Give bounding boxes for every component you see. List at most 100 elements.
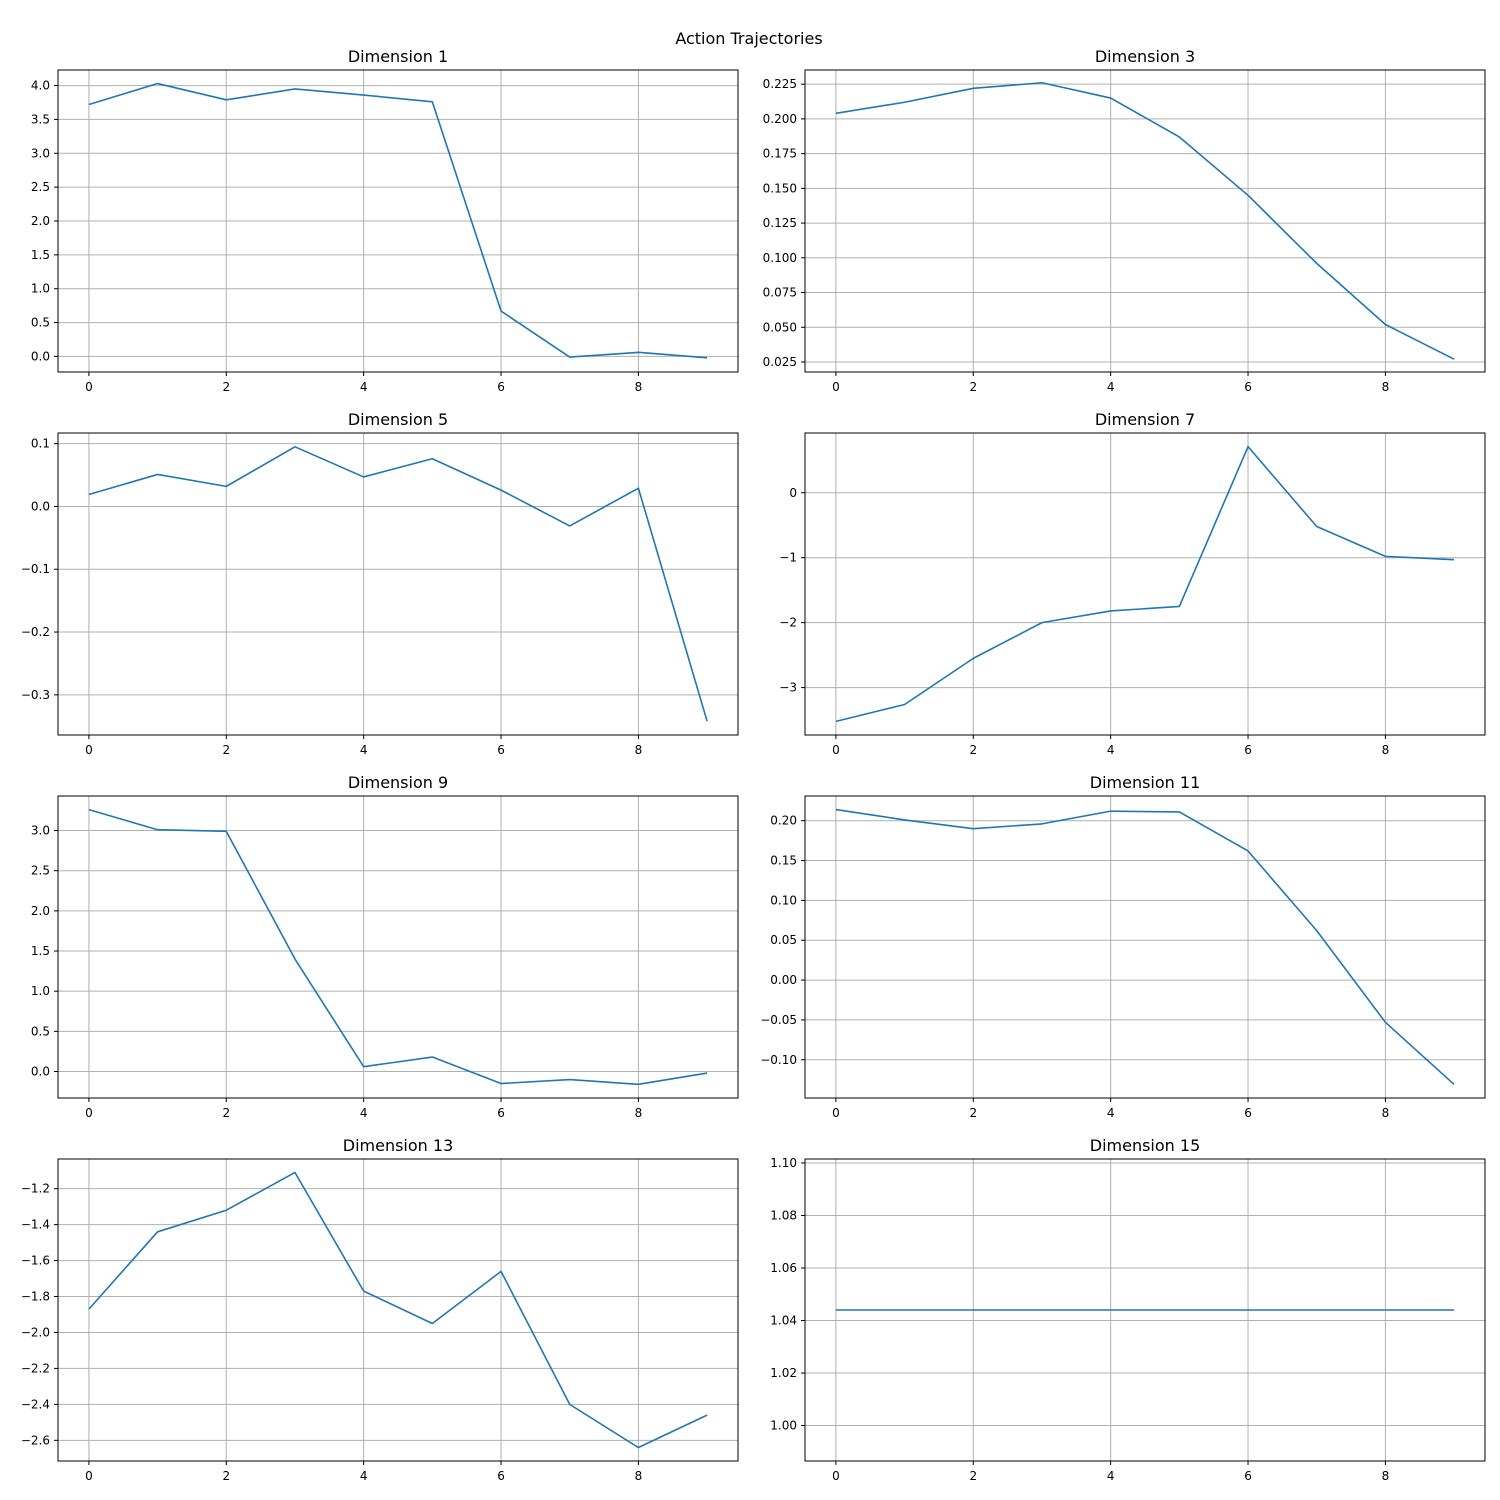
x-tick-label: 2	[969, 1469, 977, 1483]
x-tick-label: 4	[1107, 743, 1115, 757]
subplot-title: Dimension 1	[348, 47, 448, 66]
y-tick-label: 0.5	[31, 1024, 50, 1038]
y-tick-label: 1.00	[770, 1419, 797, 1433]
subplots-grid: Dimension 1 0 2 4 6 8 0.0 0.5 1.0 1.5 2.0 2.5 3.0 3.5…	[21, 47, 1486, 1483]
y-tick-label: 2.0	[31, 904, 50, 918]
x-tick-label: 6	[497, 1106, 505, 1120]
x-tick-label: 0	[832, 743, 840, 757]
x-tick-label: 6	[497, 1469, 505, 1483]
x-tick-label: 4	[1107, 380, 1115, 394]
y-tick-label: 0.125	[763, 216, 797, 230]
series-line	[88, 808, 708, 1086]
y-tick-label: 4.0	[31, 79, 50, 93]
y-tick-label: 1.5	[31, 944, 50, 958]
subplot-title: Dimension 7	[1095, 410, 1195, 429]
y-tick-label: −1.6	[21, 1254, 50, 1268]
x-tick-label: 8	[1382, 743, 1390, 757]
figure-title: Action Trajectories	[675, 29, 822, 48]
y-tick-label: −2.2	[21, 1361, 50, 1375]
x-tick-label: 0	[832, 1106, 840, 1120]
y-tick-label: −0.2	[21, 625, 50, 639]
axes-frame	[57, 795, 739, 1099]
y-tick-label: 0.1	[31, 437, 50, 451]
y-tick-label: 3.0	[31, 146, 50, 160]
subplot-5: Dimension 9 0 2 4 6 8 0.0 0.5 1.0 1.5 2.0 2.5 3.0	[31, 773, 739, 1120]
y-tick-label: 0.10	[770, 893, 797, 907]
subplot-title: Dimension 9	[348, 773, 448, 792]
x-tick-label: 8	[1382, 380, 1390, 394]
axes-frame	[57, 432, 739, 736]
x-tick-label: 4	[1107, 1106, 1115, 1120]
y-tick-label: −0.3	[21, 688, 50, 702]
x-tick-label: 4	[360, 743, 368, 757]
y-tick-label: 2.5	[31, 180, 50, 194]
subplot-1: Dimension 1 0 2 4 6 8 0.0 0.5 1.0 1.5 2.0 2.5 3.0 3.5…	[31, 47, 739, 394]
series-line	[88, 82, 708, 359]
y-tick-label: 0.15	[770, 854, 797, 868]
y-tick-label: 0.150	[763, 181, 797, 195]
y-tick-label: 0.0	[31, 1064, 50, 1078]
subplot-title: Dimension 15	[1090, 1136, 1201, 1155]
series-line	[835, 808, 1455, 1086]
x-tick-label: 8	[635, 380, 643, 394]
y-tick-label: 0.100	[763, 251, 797, 265]
y-tick-label: 1.04	[770, 1314, 797, 1328]
x-tick-label: 0	[85, 1106, 93, 1120]
subplot-8: Dimension 15 0 2 4 6 8 1.00 1.02 1.04 1.06 1.08 1.1…	[770, 1136, 1486, 1483]
y-tick-label: 1.08	[770, 1208, 797, 1222]
subplot-title: Dimension 13	[343, 1136, 454, 1155]
x-tick-label: 2	[222, 380, 230, 394]
y-tick-label: 1.5	[31, 248, 50, 262]
y-tick-label: 0.0	[31, 349, 50, 363]
y-tick-label: 0.05	[770, 933, 797, 947]
x-tick-label: 6	[497, 380, 505, 394]
series-line	[835, 445, 1455, 723]
x-tick-label: 4	[360, 1106, 368, 1120]
y-tick-label: −2.6	[21, 1433, 50, 1447]
x-tick-label: 0	[832, 1469, 840, 1483]
y-tick-label: −2.0	[21, 1325, 50, 1339]
y-tick-label: −2	[779, 616, 797, 630]
y-tick-label: 3.0	[31, 824, 50, 838]
x-tick-label: 2	[222, 743, 230, 757]
x-tick-label: 0	[85, 743, 93, 757]
y-tick-label: 0.075	[763, 286, 797, 300]
y-tick-label: −0.10	[760, 1053, 797, 1067]
x-tick-label: 8	[1382, 1106, 1390, 1120]
x-tick-label: 6	[1244, 1469, 1252, 1483]
x-tick-label: 8	[1382, 1469, 1390, 1483]
y-tick-label: −2.4	[21, 1397, 50, 1411]
x-tick-label: 8	[635, 1469, 643, 1483]
y-tick-label: −1.2	[21, 1182, 50, 1196]
subplot-title: Dimension 3	[1095, 47, 1195, 66]
subplot-7: Dimension 13 0 2 4 6 8 −2.6 −2.4 −2.2 −2.0 −1.8 −1.…	[21, 1136, 739, 1483]
x-tick-label: 6	[1244, 380, 1252, 394]
y-tick-label: 0.5	[31, 316, 50, 330]
y-tick-label: 2.5	[31, 864, 50, 878]
y-tick-label: 0.050	[763, 320, 797, 334]
axes-frame	[804, 432, 1486, 736]
y-tick-label: 0.20	[770, 814, 797, 828]
subplot-4: Dimension 7 0 2 4 6 8 −3 −2 −1 0	[779, 410, 1486, 757]
axes-frame	[804, 69, 1486, 373]
series-line	[835, 81, 1455, 360]
axes-frame	[57, 1158, 739, 1462]
x-tick-label: 4	[360, 380, 368, 394]
x-tick-label: 2	[222, 1106, 230, 1120]
subplot-title: Dimension 11	[1090, 773, 1201, 792]
subplot-3: Dimension 5 0 2 4 6 8 −0.3 −0.2 −0.1 0.0 0.1	[21, 410, 739, 757]
x-tick-label: 2	[969, 1106, 977, 1120]
x-tick-label: 2	[222, 1469, 230, 1483]
x-tick-label: 8	[635, 743, 643, 757]
x-tick-label: 6	[497, 743, 505, 757]
y-tick-label: −0.05	[760, 1013, 797, 1027]
x-tick-label: 2	[969, 380, 977, 394]
x-tick-label: 8	[635, 1106, 643, 1120]
x-tick-label: 2	[969, 743, 977, 757]
series-line	[88, 1171, 708, 1449]
y-tick-label: 2.0	[31, 214, 50, 228]
x-tick-label: 0	[85, 380, 93, 394]
y-tick-label: 0.0	[31, 499, 50, 513]
x-tick-label: 0	[85, 1469, 93, 1483]
